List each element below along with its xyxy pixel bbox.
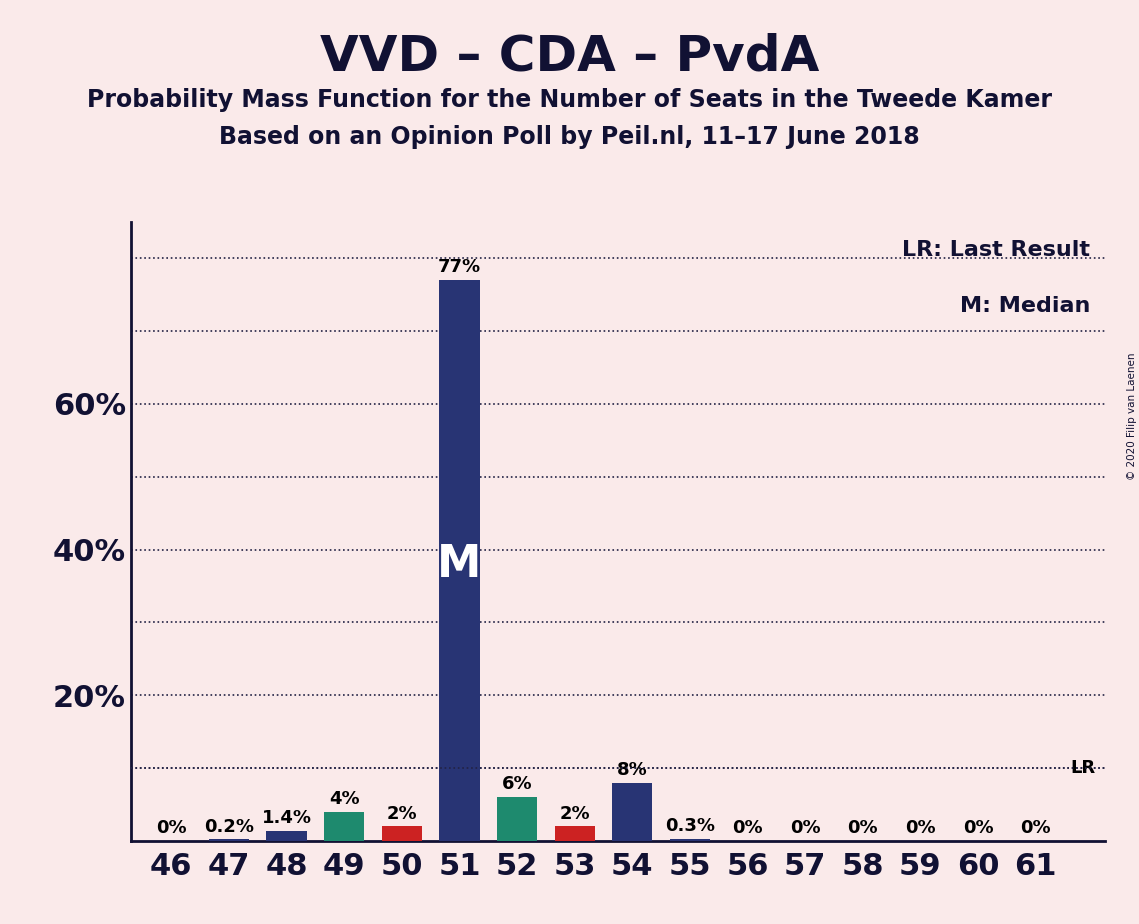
Bar: [497, 797, 538, 841]
Text: 0%: 0%: [962, 820, 993, 837]
Text: LR: LR: [1071, 759, 1096, 777]
Text: 2%: 2%: [559, 805, 590, 822]
Text: 2%: 2%: [386, 805, 417, 822]
Bar: [670, 839, 710, 841]
Text: 0%: 0%: [156, 820, 187, 837]
Text: 1.4%: 1.4%: [262, 809, 312, 827]
Bar: [555, 826, 595, 841]
Bar: [440, 280, 480, 841]
Text: 4%: 4%: [329, 790, 360, 808]
Text: 0%: 0%: [906, 820, 936, 837]
Text: 0%: 0%: [1021, 820, 1051, 837]
Text: Based on an Opinion Poll by Peil.nl, 11–17 June 2018: Based on an Opinion Poll by Peil.nl, 11–…: [219, 125, 920, 149]
Bar: [323, 811, 364, 841]
Text: LR: Last Result: LR: Last Result: [902, 240, 1090, 261]
Text: 0%: 0%: [847, 820, 878, 837]
Text: 77%: 77%: [437, 259, 481, 276]
Text: © 2020 Filip van Laenen: © 2020 Filip van Laenen: [1126, 352, 1137, 480]
Text: 0%: 0%: [789, 820, 820, 837]
Text: 0%: 0%: [732, 820, 763, 837]
Text: Probability Mass Function for the Number of Seats in the Tweede Kamer: Probability Mass Function for the Number…: [87, 88, 1052, 112]
Text: 8%: 8%: [617, 761, 648, 779]
Text: 0.3%: 0.3%: [665, 817, 715, 835]
Bar: [267, 831, 306, 841]
Text: 0.2%: 0.2%: [204, 818, 254, 835]
Bar: [208, 839, 249, 841]
Bar: [382, 826, 421, 841]
Text: M: M: [437, 542, 482, 586]
Text: VVD – CDA – PvdA: VVD – CDA – PvdA: [320, 32, 819, 80]
Text: 6%: 6%: [502, 775, 532, 794]
Text: M: Median: M: Median: [960, 296, 1090, 316]
Bar: [612, 783, 653, 841]
